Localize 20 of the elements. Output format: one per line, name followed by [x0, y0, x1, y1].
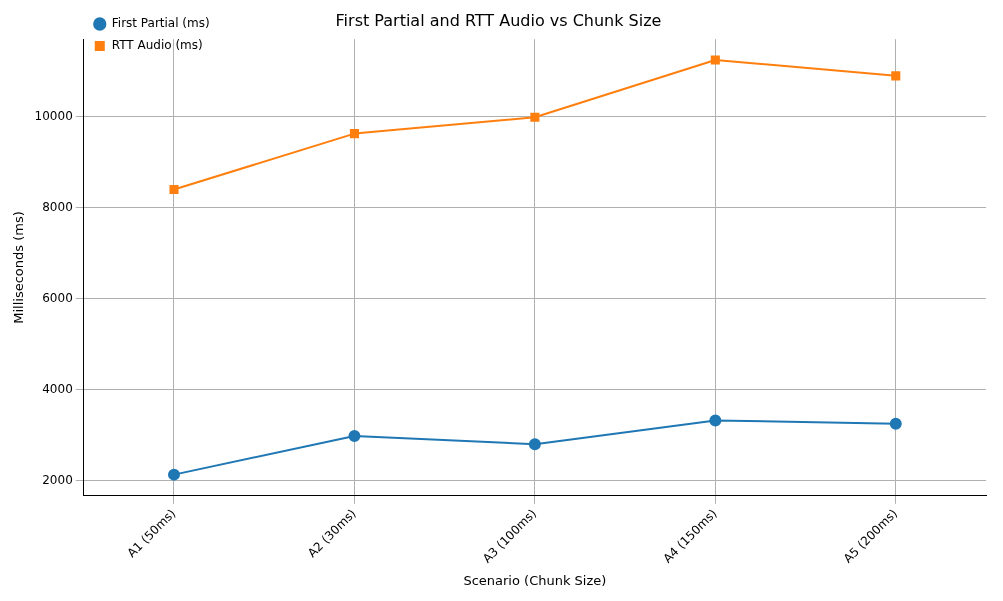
y-tick-label: 4000: [42, 381, 73, 396]
point: [169, 184, 179, 195]
chart-title: First Partial and RTT Audio vs Chunk Size: [335, 10, 662, 30]
legend-label: First Partial (ms): [111, 16, 210, 31]
point: [889, 417, 902, 430]
point: [710, 55, 720, 65]
point: [528, 438, 541, 451]
x-axis-title: Scenario (Chunk Size): [463, 572, 607, 588]
y-tick-label: 10000: [34, 108, 73, 123]
y-axis-title: Milliseconds (ms): [11, 211, 27, 324]
point: [348, 429, 361, 442]
point: [530, 112, 540, 122]
y-tick-label: 2000: [42, 472, 73, 487]
y-tick-label: 6000: [42, 290, 73, 305]
point: [709, 414, 722, 427]
point: [349, 129, 359, 139]
point: [168, 468, 180, 481]
y-tick-label: 8000: [42, 199, 73, 214]
legend-label: RTT Audio (ms): [111, 38, 203, 53]
point: [891, 71, 901, 81]
